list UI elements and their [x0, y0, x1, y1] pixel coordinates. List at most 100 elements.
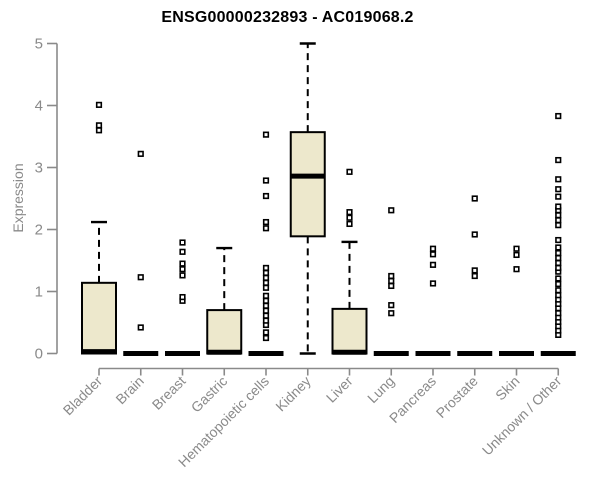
- x-category-label: Brain: [112, 373, 146, 407]
- y-tick-label: 5: [35, 36, 43, 53]
- outlier-point: [555, 292, 562, 299]
- outlier-point: [555, 217, 562, 224]
- chart-title: ENSG00000232893 - AC019068.2: [161, 9, 414, 26]
- outlier-point: [179, 293, 186, 301]
- y-tick-label: 4: [35, 98, 43, 115]
- x-category-label: Lung: [364, 373, 397, 406]
- x-category-label: Bladder: [60, 373, 106, 419]
- outlier-point: [179, 266, 186, 273]
- x-category-label: Prostate: [433, 373, 481, 421]
- outlier-point: [555, 193, 562, 200]
- outlier-point: [262, 274, 270, 281]
- outlier-point: [262, 279, 270, 286]
- outlier-point: [179, 248, 186, 255]
- outlier-point: [262, 312, 270, 319]
- outlier-point: [262, 284, 270, 291]
- box-group-lung: [373, 207, 409, 356]
- box-rect: [206, 309, 243, 355]
- outlier-point: [262, 218, 270, 226]
- outlier-point: [388, 277, 395, 285]
- outlier-point: [262, 177, 270, 184]
- outlier-point: [262, 307, 270, 314]
- outlier-point: [388, 207, 395, 214]
- outlier-point: [95, 122, 103, 129]
- outlier-point: [346, 209, 353, 216]
- outlier-point: [346, 214, 353, 221]
- outlier-point: [471, 195, 478, 202]
- outlier-point: [388, 310, 395, 317]
- outlier-point: [513, 266, 520, 273]
- outlier-point: [471, 231, 478, 238]
- outlier-point: [179, 272, 186, 279]
- outlier-point: [555, 176, 562, 183]
- outlier-point: [555, 186, 562, 193]
- box-rect: [331, 307, 368, 355]
- outlier-point: [555, 254, 562, 262]
- x-category-label: Unknown / Other: [479, 373, 565, 459]
- outlier-point: [262, 192, 270, 200]
- box-group-hematopoietic-cells: [248, 131, 284, 356]
- x-category-label: Liver: [323, 373, 356, 406]
- y-tick-label: 3: [35, 160, 43, 177]
- outlier-point: [262, 131, 270, 138]
- box-group-liver: [331, 168, 368, 355]
- outlier-point: [137, 150, 144, 157]
- box-group-kidney: [289, 42, 326, 355]
- outlier-point: [429, 280, 437, 287]
- outlier-point: [471, 267, 478, 274]
- x-category-label: Kidney: [272, 373, 314, 415]
- outlier-point: [262, 269, 270, 277]
- outlier-point: [555, 112, 562, 120]
- outlier-point: [262, 317, 270, 324]
- outlier-point: [555, 222, 562, 229]
- outlier-point: [555, 264, 562, 272]
- outlier-point: [555, 212, 562, 219]
- outlier-point: [555, 244, 562, 251]
- outlier-point: [262, 329, 270, 336]
- outlier-point: [555, 249, 562, 257]
- outlier-point: [555, 287, 562, 294]
- y-tick-label: 2: [35, 222, 43, 239]
- outlier-point: [262, 334, 270, 342]
- outlier-point: [262, 297, 270, 304]
- box-group-pancreas: [415, 245, 451, 356]
- outlier-point: [346, 168, 353, 175]
- outlier-point: [429, 245, 437, 252]
- outlier-point: [555, 203, 562, 210]
- outlier-point: [262, 264, 270, 272]
- outlier-point: [513, 251, 520, 259]
- box-group-unknown-other: [540, 112, 576, 356]
- box-group-prostate: [457, 195, 493, 356]
- outlier-point: [95, 127, 103, 134]
- box-rect: [81, 281, 117, 355]
- outlier-point: [95, 101, 103, 108]
- outlier-point: [179, 239, 186, 246]
- outlier-point: [388, 282, 395, 290]
- outlier-point: [471, 272, 478, 280]
- outlier-point: [137, 324, 144, 331]
- outlier-point: [262, 292, 270, 299]
- y-tick-label: 0: [35, 346, 43, 363]
- outlier-point: [513, 245, 520, 252]
- outlier-point: [555, 156, 562, 164]
- box-group-gastric: [206, 246, 243, 355]
- outlier-point: [388, 272, 395, 280]
- outlier-point: [137, 274, 144, 281]
- outlier-point: [346, 220, 353, 228]
- box-group-brain: [123, 150, 159, 356]
- box-group-skin: [499, 245, 534, 356]
- outlier-point: [429, 251, 437, 258]
- outlier-point: [555, 310, 562, 317]
- outlier-point: [555, 259, 562, 267]
- y-tick-label: 1: [35, 284, 43, 301]
- outlier-point: [555, 236, 562, 244]
- outlier-point: [429, 261, 437, 268]
- outlier-point: [262, 302, 270, 309]
- outlier-point: [262, 225, 270, 232]
- outlier-point: [388, 302, 395, 309]
- box-group-breast: [165, 239, 200, 356]
- outlier-point: [555, 275, 562, 282]
- outlier-point: [179, 260, 186, 267]
